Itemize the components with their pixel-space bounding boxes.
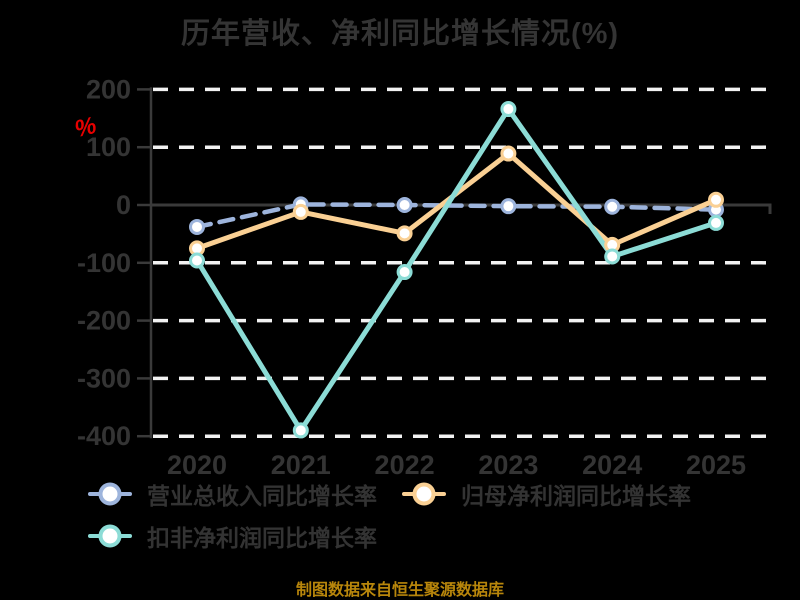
x-tick-label: 2025 [686,450,746,480]
data-source-note: 制图数据来自恒生聚源数据库 [295,582,504,599]
x-tick-label: 2023 [478,450,538,480]
legend-line-icon [88,524,132,548]
data-point-s2-2021[interactable] [292,422,309,439]
data-point-s2-2023[interactable] [500,101,517,118]
x-tick-label: 2024 [582,450,642,480]
series-line-1 [194,151,719,251]
y-tick-label: 200 [86,74,131,104]
series-line-2 [194,106,719,433]
data-point-s1-2023[interactable] [500,145,517,162]
data-point-s0-2020[interactable] [189,218,205,235]
y-tick-label: -200 [77,306,131,336]
y-tick-label: 100 [86,132,131,162]
data-point-s0-2023[interactable] [500,198,517,215]
y-tick-label: 0 [116,190,131,220]
legend-item-net-profit-growth[interactable]: 归母净利润同比增长率 [402,477,691,511]
x-tick-label: 2022 [375,450,435,480]
y-tick-label: -300 [77,363,131,393]
legend-line-icon [88,482,132,506]
legend-line-icon [402,482,446,506]
x-tick-label: 2020 [167,450,227,480]
legend-dot-icon [98,482,122,506]
data-point-s1-2025[interactable] [708,191,724,208]
data-point-s2-2024[interactable] [604,248,621,265]
data-point-s2-2022[interactable] [396,264,413,281]
data-point-s2-2025[interactable] [708,214,724,231]
data-point-s0-2024[interactable] [604,198,621,215]
legend-item-deducted-net-profit-growth[interactable]: 扣非净利润同比增长率 [88,519,377,553]
legend-label: 营业总收入同比增长率 [147,483,377,509]
legend-label: 扣非净利润同比增长率 [147,525,377,551]
data-point-s0-2022[interactable] [396,197,413,213]
data-point-s2-2020[interactable] [189,252,205,269]
legend-dot-icon [412,482,436,506]
legend-dot-icon [98,524,122,548]
data-point-s1-2021[interactable] [292,203,309,220]
data-point-s1-2022[interactable] [396,225,413,242]
y-tick-label: -100 [77,248,131,278]
legend-item-total-revenue-growth[interactable]: 营业总收入同比增长率 [88,477,377,511]
series-line-0 [194,202,719,230]
x-tick-label: 2021 [271,450,331,480]
chart-title: 历年营收、净利同比增长情况(%) [180,18,620,50]
legend-label: 归母净利润同比增长率 [461,483,691,509]
y-tick-label: -400 [77,421,131,451]
